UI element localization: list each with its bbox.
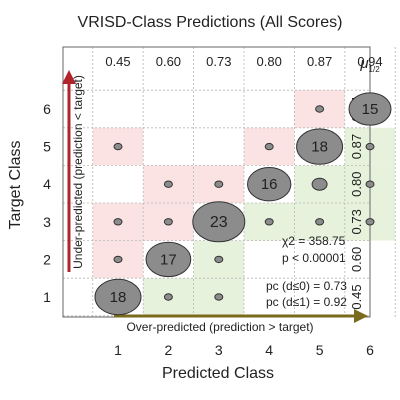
right-label-3: 0.73: [349, 209, 364, 234]
bubble-4-4: [247, 167, 292, 202]
under-predicted-label: Under-predicted (prediction < target): [71, 75, 85, 269]
under-predicted-arrow: [62, 70, 76, 272]
over-predicted-label: Over-predicted (prediction > target): [126, 320, 313, 334]
y-axis-label: Target Class: [7, 141, 24, 230]
bubble-3-2: [214, 255, 224, 264]
y-tick-5: 5: [43, 139, 51, 155]
bubble-2-4: [163, 180, 173, 188]
y-tick-3: 3: [43, 214, 51, 230]
right-label-1: 0.45: [349, 284, 364, 309]
bubble-3-3: [192, 201, 246, 243]
bubble-2-3: [163, 218, 173, 226]
bubble-label-4-4: 16: [261, 176, 278, 193]
bubble-label-2-2: 17: [160, 251, 177, 268]
over-predicted-arrow: [114, 309, 368, 323]
top-label-5: 0.87: [307, 54, 332, 69]
y-tick-1: 1: [43, 289, 51, 305]
top-label-4: 0.80: [257, 54, 282, 69]
y-tick-4: 4: [43, 176, 51, 192]
bubble-3-4: [214, 180, 224, 188]
bubble-label-1-1: 18: [110, 289, 127, 306]
bubble-3-1: [214, 293, 224, 301]
bubble-6-5: [365, 142, 375, 151]
y-tick-2: 2: [43, 251, 51, 267]
x-tick-3: 3: [215, 342, 223, 358]
top-label-1: 0.45: [105, 54, 130, 69]
bubble-6-4: [365, 180, 375, 188]
x-tick-6: 6: [366, 342, 374, 358]
bubble-5-6: [315, 105, 325, 113]
top-label-2: 0.60: [156, 54, 181, 69]
p-value-text: p < 0.00001: [282, 251, 346, 265]
chi-square-text: χ2 = 358.75: [282, 234, 346, 248]
bubble-1-1: [94, 278, 142, 316]
x-axis-label: Predicted Class: [162, 365, 274, 382]
right-label-4: 0.80: [349, 172, 364, 197]
top-label-3: 0.73: [206, 54, 231, 69]
bubble-4-5: [264, 142, 274, 151]
bubble-5-5: [296, 128, 344, 165]
x-tick-labels: 1 2 3 4 5 6: [114, 342, 374, 358]
bubble-1-2: [113, 255, 123, 264]
y-tick-labels: 1 2 3 4 5 6: [43, 101, 51, 305]
x-tick-5: 5: [316, 342, 324, 358]
chart-title: VRISD-Class Predictions (All Scores): [78, 14, 343, 31]
pc1-text: pc (d≤1) = 0.92: [266, 295, 347, 309]
x-tick-2: 2: [165, 342, 173, 358]
bubble-6-3: [365, 218, 375, 226]
bubble-6-6: [348, 92, 392, 126]
bubbles-layer: 18 17 23 16 18 15: [94, 92, 392, 316]
bubble-label-6-6: 15: [362, 101, 379, 118]
right-label-5: 0.87: [349, 134, 364, 159]
mu-symbol: μ1/2: [359, 55, 380, 74]
bubble-2-2: [145, 241, 192, 278]
bubble-4-3: [264, 218, 274, 226]
y-tick-6: 6: [43, 101, 51, 117]
bubble-2-1: [163, 293, 173, 301]
bubble-5-3: [315, 218, 325, 226]
bubble-5-4: [311, 177, 328, 191]
bubble-1-3: [113, 218, 123, 226]
bubble-label-5-5: 18: [311, 139, 328, 156]
bubble-label-3-3: 23: [210, 214, 228, 231]
x-tick-1: 1: [114, 342, 122, 358]
mu-subscript: 1/2: [369, 65, 381, 74]
bubble-1-5: [113, 142, 123, 151]
pc0-text: pc (d≤0) = 0.73: [266, 279, 347, 293]
right-label-2: 0.60: [349, 247, 364, 272]
top-labels: 0.45 0.60 0.73 0.80 0.87 0.94: [105, 54, 382, 69]
top-label-6: 0.94: [357, 54, 382, 69]
x-tick-4: 4: [265, 342, 273, 358]
